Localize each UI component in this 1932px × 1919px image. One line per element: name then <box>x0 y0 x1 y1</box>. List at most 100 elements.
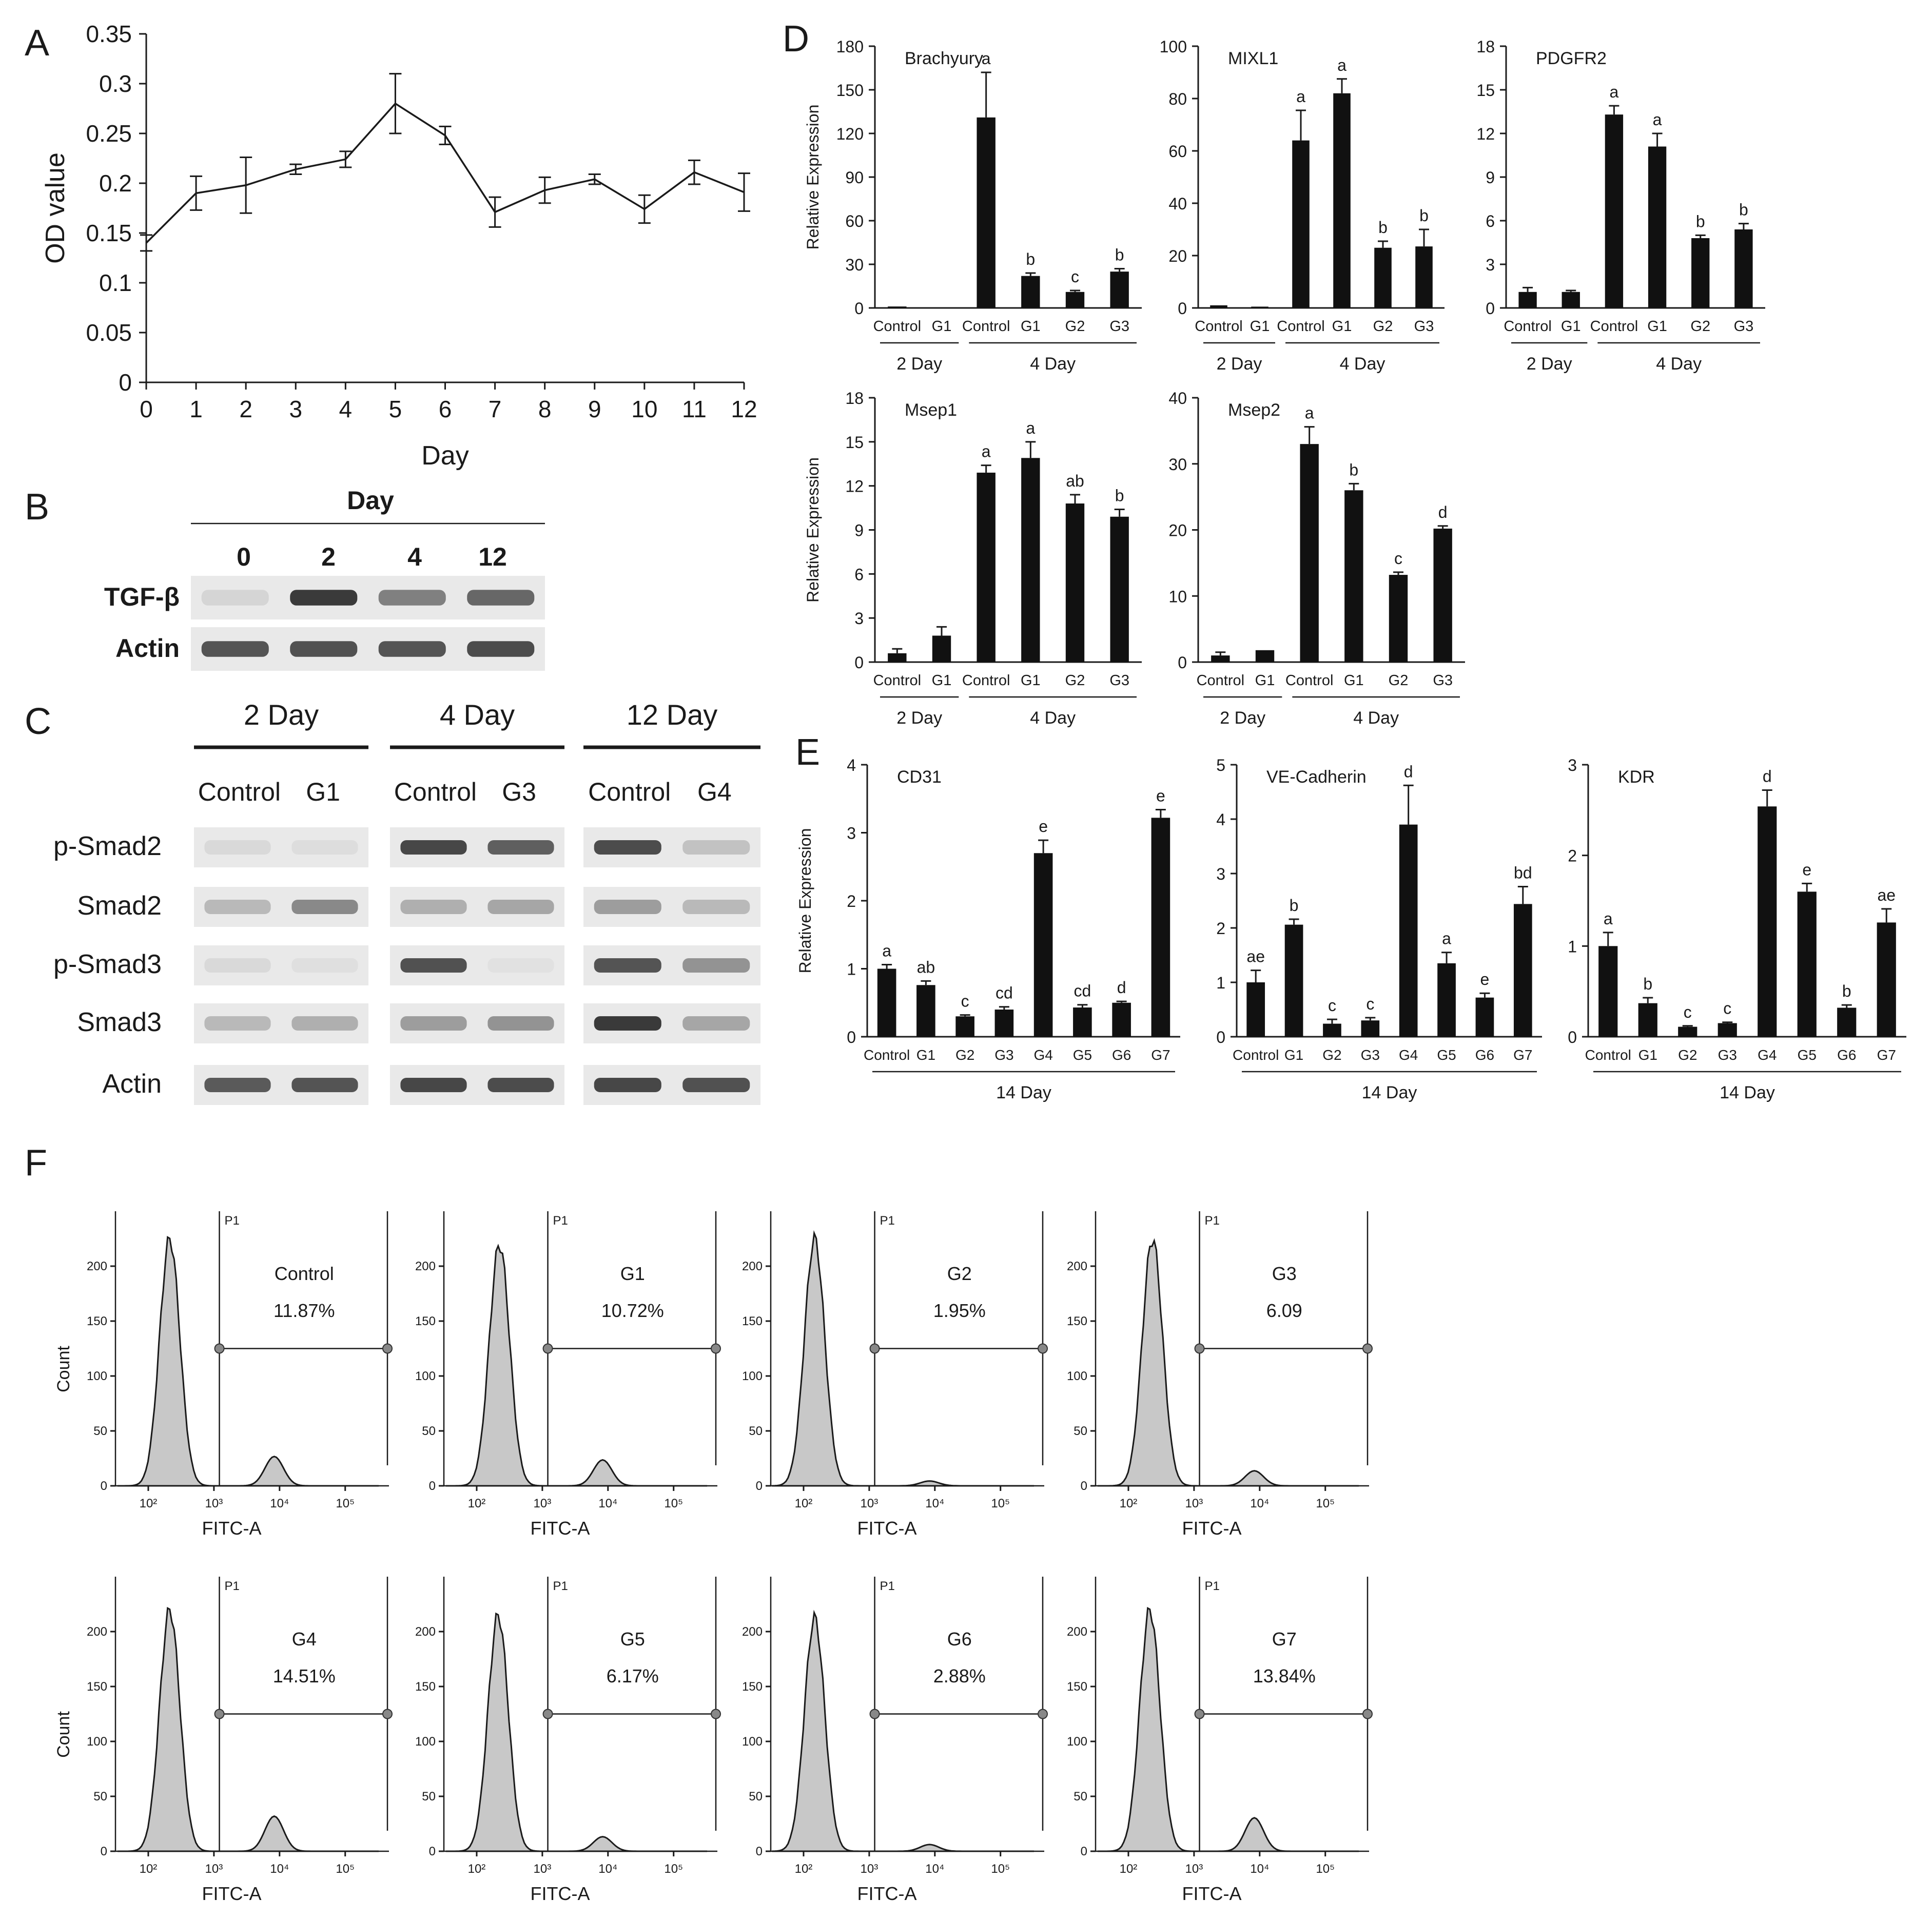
y-tick-label: 3 <box>1486 256 1495 274</box>
significance-letter: ab <box>917 958 935 976</box>
chart-title: KDR <box>1618 767 1655 787</box>
category-label: G4 <box>1758 1047 1777 1063</box>
blot-b-lane-label: 4 <box>407 542 422 571</box>
blot-c-row-band <box>682 1016 750 1031</box>
histogram-curve <box>772 1610 1034 1852</box>
group-label: 14 Day <box>1362 1083 1417 1102</box>
histogram-g3: 0 50 100 150 200 10² 10³ 10⁴ 10⁵ FITC-A P1 G3 6.09 <box>1067 1211 1373 1539</box>
x-tick-label: 10³ <box>534 1862 552 1876</box>
y-tick-label: 3 <box>847 824 856 843</box>
significance-letter: d <box>1404 762 1413 781</box>
blot-c-row-band <box>291 899 358 915</box>
bar <box>1734 229 1753 308</box>
y-tick-label: 100 <box>742 1369 763 1383</box>
x-axis-label: FITC-A <box>857 1883 917 1904</box>
blot-c-row-band <box>291 958 358 973</box>
y-tick-label: 50 <box>749 1424 763 1438</box>
x-tick-label: 10⁵ <box>991 1497 1010 1510</box>
blot-c-lane-label: G3 <box>502 778 536 806</box>
blot-c-row-band <box>682 840 750 855</box>
bar <box>1877 922 1896 1037</box>
x-axis-label: FITC-A <box>1182 1883 1242 1904</box>
y-axis-label: Relative Expression <box>796 828 814 974</box>
x-tick-label: 1 <box>189 396 203 422</box>
y-tick-label: 100 <box>1160 37 1187 56</box>
category-label: G1 <box>932 672 952 689</box>
y-tick-label: 150 <box>742 1314 763 1328</box>
y-tick-label: 18 <box>1476 37 1495 56</box>
gate-label: P1 <box>553 1214 568 1228</box>
x-tick-label: 10⁵ <box>336 1497 355 1510</box>
positive-percentage: 6.09 <box>1266 1300 1302 1321</box>
category-label: G1 <box>1255 672 1275 689</box>
y-axis-label: OD value <box>41 152 70 264</box>
y-tick-label: 6 <box>1486 212 1495 230</box>
blot-c-row-band <box>487 1016 554 1031</box>
category-label: Control <box>873 672 922 689</box>
data-series-line <box>145 102 745 244</box>
group-label: 4 Day <box>1656 354 1702 374</box>
category-label: G2 <box>1373 318 1393 335</box>
blot-c-lane-label: Control <box>394 778 477 806</box>
positive-percentage: 10.72% <box>601 1300 664 1321</box>
y-tick-label: 0.2 <box>99 170 132 197</box>
x-tick-label: 10⁵ <box>1316 1862 1335 1876</box>
bar <box>1415 246 1433 308</box>
histogram-curve <box>118 1236 379 1487</box>
y-tick-label: 0 <box>1216 1028 1225 1046</box>
significance-letter: ab <box>1066 472 1084 490</box>
x-axis-label: FITC-A <box>1182 1518 1242 1539</box>
bar <box>877 968 896 1037</box>
blot-c-row-band <box>682 1077 750 1093</box>
x-tick-label: 2 <box>239 396 252 422</box>
chart-title: VE-Cadherin <box>1266 767 1367 787</box>
y-tick-label: 200 <box>415 1259 436 1273</box>
bar <box>1361 1020 1380 1037</box>
histogram-g4: 0 50 100 150 200 10² 10³ 10⁴ 10⁵ Count FITC-A P1 G4 1… <box>54 1577 393 1904</box>
category-label: G6 <box>1475 1047 1494 1063</box>
histogram-curve <box>772 1230 1034 1487</box>
y-tick-label: 9 <box>1486 168 1495 187</box>
category-label: Control <box>1277 318 1325 335</box>
y-tick-label: 30 <box>845 256 864 274</box>
chart-title: Msep1 <box>905 400 957 420</box>
x-axis-label: FITC-A <box>531 1883 590 1904</box>
y-tick-label: 90 <box>845 168 864 187</box>
significance-letter: a <box>1026 419 1035 437</box>
blot-c-row-band <box>204 1016 271 1031</box>
y-tick-label: 50 <box>93 1424 107 1438</box>
x-tick-label: 10⁴ <box>1250 1497 1269 1510</box>
y-tick-label: 1 <box>1216 974 1225 992</box>
y-axis-label: Count <box>54 1711 73 1758</box>
x-tick-label: 10² <box>140 1862 158 1876</box>
blot-c-row-band <box>291 1077 358 1093</box>
category-label: G5 <box>1798 1047 1817 1063</box>
significance-letter: e <box>1802 860 1811 879</box>
bar <box>1691 238 1710 308</box>
significance-letter: a <box>1610 83 1619 101</box>
gate-handle <box>214 1709 225 1719</box>
group-label: 2 Day <box>1217 354 1262 374</box>
group-label: 4 Day <box>1353 708 1399 728</box>
y-tick-label: 5 <box>1216 756 1225 774</box>
significance-letter: c <box>1328 996 1336 1015</box>
sample-name: G6 <box>947 1629 972 1650</box>
significance-letter: c <box>961 992 969 1011</box>
x-tick-label: 10⁵ <box>336 1862 355 1876</box>
blot-c-row-membrane <box>194 1003 368 1043</box>
y-tick-label: 100 <box>415 1369 436 1383</box>
blot-c-row-membrane <box>194 945 368 985</box>
y-tick-label: 100 <box>415 1735 436 1749</box>
blot-c-row-band <box>291 840 358 855</box>
significance-letter: b <box>1026 250 1035 268</box>
y-tick-label: 30 <box>1168 455 1187 474</box>
y-tick-label: 0 <box>1081 1479 1087 1493</box>
bar <box>916 985 935 1037</box>
y-tick-label: 120 <box>836 125 864 143</box>
category-label: G3 <box>994 1047 1013 1063</box>
significance-letter: cd <box>1074 982 1091 1000</box>
y-tick-label: 0 <box>1486 299 1495 318</box>
bar <box>1437 963 1456 1037</box>
